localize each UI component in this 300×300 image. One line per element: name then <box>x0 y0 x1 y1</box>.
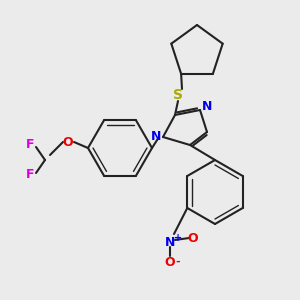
Text: N: N <box>151 130 161 142</box>
Text: O: O <box>63 136 73 148</box>
Text: -: - <box>176 257 180 267</box>
Text: F: F <box>26 139 34 152</box>
Text: N: N <box>202 100 212 113</box>
Text: +: + <box>174 233 182 243</box>
Text: S: S <box>173 88 183 102</box>
Text: O: O <box>188 232 198 244</box>
Text: O: O <box>165 256 175 268</box>
Text: N: N <box>165 236 175 248</box>
Text: F: F <box>26 169 34 182</box>
